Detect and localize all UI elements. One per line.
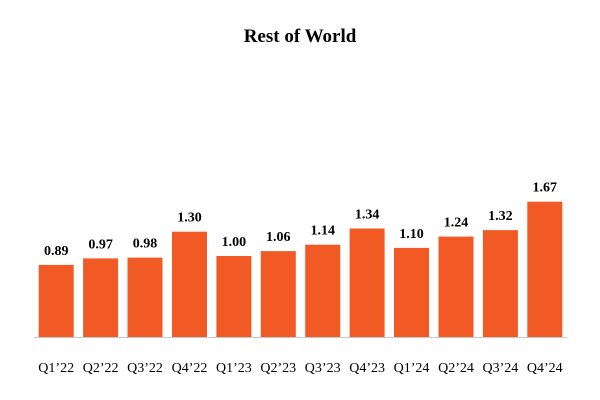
data-label: 1.32 xyxy=(488,209,513,224)
bar xyxy=(438,236,474,337)
x-tick-label: Q4’22 xyxy=(172,361,208,376)
data-label: 1.34 xyxy=(355,208,380,223)
bar xyxy=(83,258,119,337)
bar xyxy=(172,231,207,337)
data-label: 0.97 xyxy=(88,237,113,252)
data-label: 1.00 xyxy=(222,235,247,250)
data-label: 1.67 xyxy=(533,181,558,196)
x-tick-label: Q3’23 xyxy=(305,361,341,376)
x-tick-label: Q1’23 xyxy=(216,361,252,376)
data-label: 0.89 xyxy=(44,244,69,259)
chart-title: Rest of World xyxy=(243,26,357,47)
bar xyxy=(38,264,74,337)
bar xyxy=(482,230,518,337)
bar xyxy=(349,228,385,337)
bar xyxy=(260,251,296,337)
x-tick-label: Q4’23 xyxy=(349,361,385,376)
x-tick-label: Q3’24 xyxy=(483,361,519,376)
bar xyxy=(305,244,341,337)
data-label: 1.10 xyxy=(399,227,424,242)
x-tick-label: Q1’24 xyxy=(394,361,430,376)
bar xyxy=(216,256,252,337)
x-tick-label: Q2’22 xyxy=(83,361,119,376)
x-tick-label: Q2’23 xyxy=(260,361,296,376)
x-tick-label: Q3’22 xyxy=(127,361,163,376)
data-label: 1.06 xyxy=(266,230,291,245)
bar xyxy=(127,257,163,337)
bar xyxy=(394,247,429,337)
data-label: 1.14 xyxy=(310,224,335,239)
data-label: 0.98 xyxy=(133,237,158,252)
data-label: 1.24 xyxy=(444,216,469,231)
x-tick-label: Q4’24 xyxy=(527,361,563,376)
bar xyxy=(527,201,563,337)
x-tick-label: Q1’22 xyxy=(38,361,74,376)
x-tick-label: Q2’24 xyxy=(438,361,474,376)
data-label: 1.30 xyxy=(177,211,202,226)
